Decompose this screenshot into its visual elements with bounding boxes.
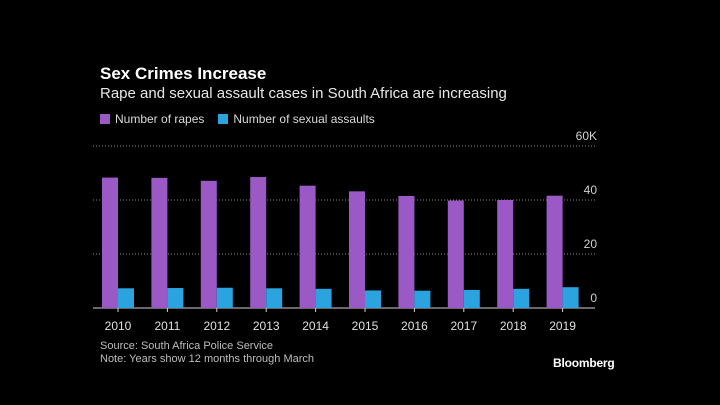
y-tick-label: 0 bbox=[590, 291, 597, 305]
legend-item-rapes: Number of rapes bbox=[100, 112, 204, 126]
bar-sexual-assaults bbox=[216, 287, 233, 308]
x-tick-label: 2014 bbox=[302, 319, 329, 333]
bars bbox=[102, 177, 579, 308]
bar-rapes bbox=[447, 200, 464, 308]
x-tick-label: 2019 bbox=[549, 319, 576, 333]
chart-subtitle: Rape and sexual assault cases in South A… bbox=[100, 85, 507, 102]
bar-rapes bbox=[151, 177, 168, 308]
bar-rapes bbox=[250, 177, 267, 308]
bar-rapes bbox=[200, 180, 217, 308]
x-tick-label: 2018 bbox=[500, 319, 527, 333]
legend-swatch-rapes bbox=[100, 114, 110, 124]
y-tick-label: 40 bbox=[584, 183, 598, 197]
bar-sexual-assaults bbox=[562, 287, 579, 308]
bar-sexual-assaults bbox=[118, 288, 134, 308]
x-tick-label: 2011 bbox=[154, 319, 180, 333]
legend: Number of rapes Number of sexual assault… bbox=[100, 112, 383, 126]
x-tick-label: 2017 bbox=[450, 319, 477, 333]
bar-sexual-assaults bbox=[365, 290, 381, 308]
x-tick-label: 2013 bbox=[253, 319, 280, 333]
y-axis-ticks: 60K 40 20 0 bbox=[576, 129, 598, 305]
years-note: Note: Years show 12 months through March bbox=[100, 353, 315, 365]
x-axis-ticks: 2010 2011 2012 2013 2014 2015 2016 2017 2018 2019 bbox=[105, 308, 576, 333]
bar-sexual-assaults bbox=[167, 288, 184, 308]
y-tick-label: 60K bbox=[576, 129, 597, 143]
bar-rapes bbox=[497, 200, 514, 308]
bar-sexual-assaults bbox=[315, 288, 332, 308]
bar-sexual-assaults bbox=[266, 288, 283, 308]
bar-rapes bbox=[102, 177, 118, 308]
gridlines bbox=[93, 145, 595, 309]
chart-title: Sex Crimes Increase bbox=[100, 64, 267, 83]
bar-rapes bbox=[299, 185, 316, 308]
legend-label-rapes: Number of rapes bbox=[115, 112, 205, 126]
bar-rapes bbox=[546, 195, 563, 308]
legend-item-assaults: Number of sexual assaults bbox=[218, 112, 375, 126]
x-tick-label: 2010 bbox=[105, 319, 132, 333]
x-tick-label: 2012 bbox=[203, 319, 230, 333]
x-tick-label: 2015 bbox=[352, 319, 379, 333]
bloomberg-logo: Bloomberg bbox=[553, 356, 615, 370]
bar-rapes bbox=[398, 195, 415, 308]
bar-sexual-assaults bbox=[414, 290, 431, 308]
y-tick-label: 20 bbox=[584, 237, 598, 251]
bar-rapes bbox=[349, 191, 365, 308]
bar-sexual-assaults bbox=[463, 289, 480, 308]
legend-swatch-assaults bbox=[218, 114, 229, 124]
legend-label-assaults: Number of sexual assaults bbox=[233, 112, 375, 126]
source-note: Source: South Africa Police Service bbox=[100, 340, 274, 352]
bar-sexual-assaults bbox=[513, 288, 530, 308]
x-tick-label: 2016 bbox=[401, 319, 428, 333]
